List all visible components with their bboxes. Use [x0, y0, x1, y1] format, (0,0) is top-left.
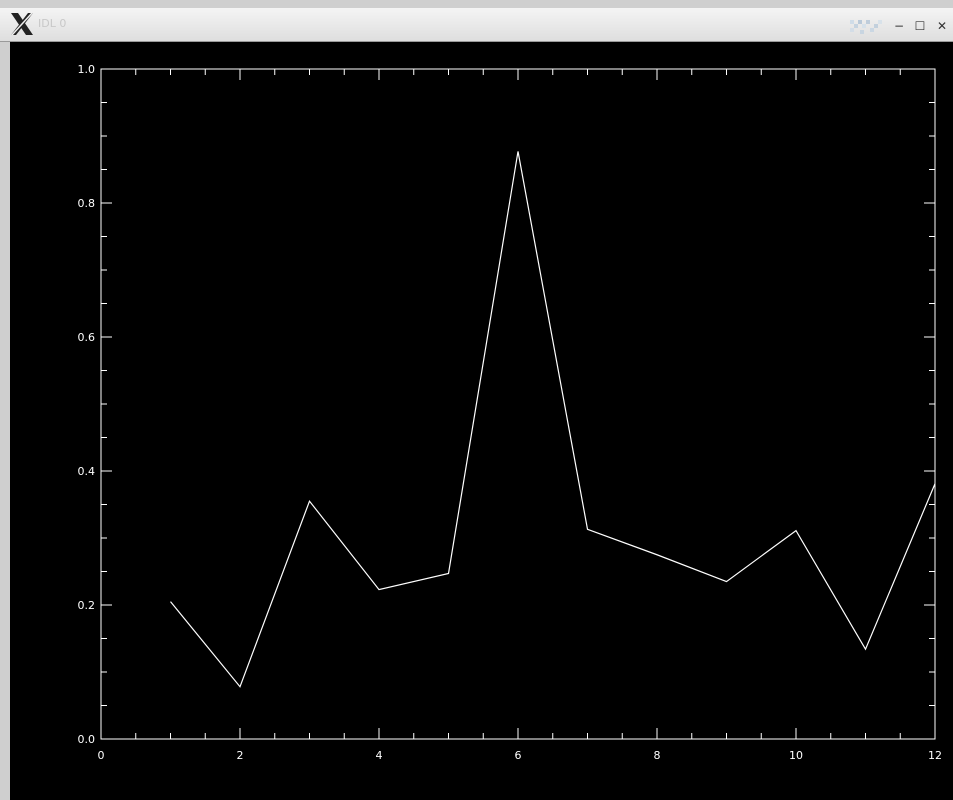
y-tick-label: 0.4 — [78, 465, 96, 478]
y-tick-label: 0.8 — [78, 197, 96, 210]
pattern-icon — [850, 20, 882, 34]
y-tick-label: 0.2 — [78, 599, 96, 612]
minimize-button[interactable]: − — [893, 19, 905, 33]
close-button[interactable]: ✕ — [936, 19, 948, 33]
x-tick-label: 6 — [515, 749, 522, 762]
plot-frame — [100, 68, 936, 740]
x-tick-label: 0 — [98, 749, 105, 762]
y-tick-label: 0.0 — [78, 733, 96, 746]
title-bar[interactable]: IDL 0 − ☐ ✕ — [0, 8, 953, 42]
x-logo-icon[interactable] — [9, 11, 35, 37]
axis-ticks — [100, 68, 936, 740]
x-tick-label: 10 — [789, 749, 803, 762]
y-tick-label: 1.0 — [78, 63, 96, 76]
x-tick-label: 4 — [376, 749, 383, 762]
window-title: IDL 0 — [38, 17, 67, 30]
tick-labels: 0 2 4 6 8 10 12 0.0 0.2 0.4 0.6 0.8 1.0 — [78, 63, 943, 762]
maximize-button[interactable]: ☐ — [914, 19, 926, 33]
line-chart: 0 2 4 6 8 10 12 0.0 0.2 0.4 0.6 0.8 1.0 — [78, 63, 943, 762]
plot-canvas: 0 2 4 6 8 10 12 0.0 0.2 0.4 0.6 0.8 1.0 — [10, 42, 953, 800]
x-tick-label: 2 — [237, 749, 244, 762]
y-tick-label: 0.6 — [78, 331, 96, 344]
data-line — [170, 151, 936, 688]
x-tick-label: 8 — [654, 749, 661, 762]
x-tick-label: 12 — [928, 749, 942, 762]
